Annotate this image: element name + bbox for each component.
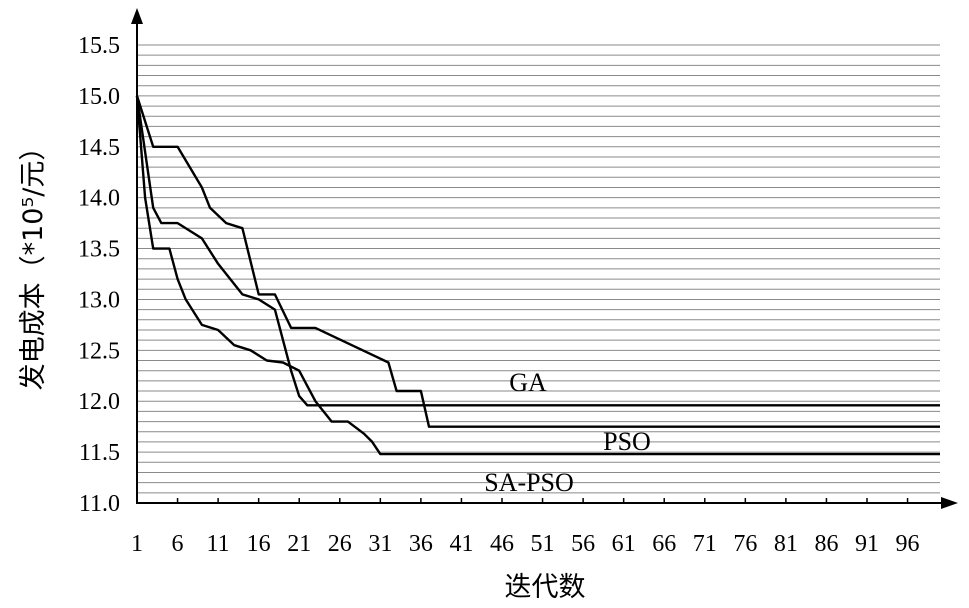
series-line-ga: [135, 95, 940, 428]
y-tick-label: 14.0: [78, 186, 120, 212]
x-tick-label: 6: [172, 531, 184, 557]
y-tick-label: 13.5: [78, 237, 120, 263]
x-tick-label: 76: [733, 531, 757, 557]
grid: [137, 44, 940, 494]
series-line-sa-pso: [135, 95, 940, 456]
x-tick-label: 71: [693, 531, 717, 557]
y-tick-label: 12.5: [78, 338, 120, 364]
label-ga: GA: [509, 368, 547, 397]
x-tick-label: 91: [855, 531, 879, 557]
x-axis-title: 迭代数: [505, 572, 586, 603]
axes-frame: [136, 22, 942, 504]
y-axis-arrow-icon: [131, 8, 143, 24]
x-tick-label: 36: [409, 531, 433, 557]
y-tick-label: 13.0: [78, 287, 120, 313]
x-tick-label: 11: [207, 531, 230, 557]
label-pso: PSO: [603, 427, 651, 456]
x-tick-label: 56: [571, 531, 595, 557]
x-tick-label: 96: [896, 531, 920, 557]
x-tick-label: 1: [131, 531, 143, 557]
series-layer: [135, 95, 940, 456]
y-tick-label: 14.5: [78, 135, 120, 161]
label-sa-pso: SA-PSO: [484, 468, 574, 497]
x-axis-arrow-icon: [941, 497, 958, 509]
x-tick-label: 41: [449, 531, 473, 557]
y-tick-label: 11.5: [79, 440, 120, 466]
x-tick-label: 66: [652, 531, 676, 557]
y-tick-label: 15.0: [78, 84, 120, 110]
x-tick-label: 26: [328, 531, 352, 557]
y-tick-label: 11.0: [79, 491, 120, 517]
y-tick-label: 15.5: [78, 33, 120, 59]
x-tick-label: 51: [531, 531, 555, 557]
series-line-pso: [135, 95, 940, 407]
x-tick-label: 16: [247, 531, 271, 557]
x-tick-label: 21: [287, 531, 311, 557]
y-axis-title: 发电成本（*10⁵/元）: [18, 134, 49, 391]
x-ticks: 1 6 11 16 21 26 31 36 41 46 51 56 61 66 71 76 81 86 91 96: [131, 498, 920, 557]
x-tick-label: 81: [774, 531, 798, 557]
x-tick-label: 31: [368, 531, 392, 557]
y-ticks: 11.0 11.5 12.0 12.5 13.0 13.5 14.0 14.5 15.0 15.5: [78, 33, 120, 517]
x-tick-label: 86: [814, 531, 838, 557]
y-tick-label: 12.0: [78, 389, 120, 415]
x-tick-label: 46: [490, 531, 514, 557]
x-tick-label: 61: [612, 531, 636, 557]
